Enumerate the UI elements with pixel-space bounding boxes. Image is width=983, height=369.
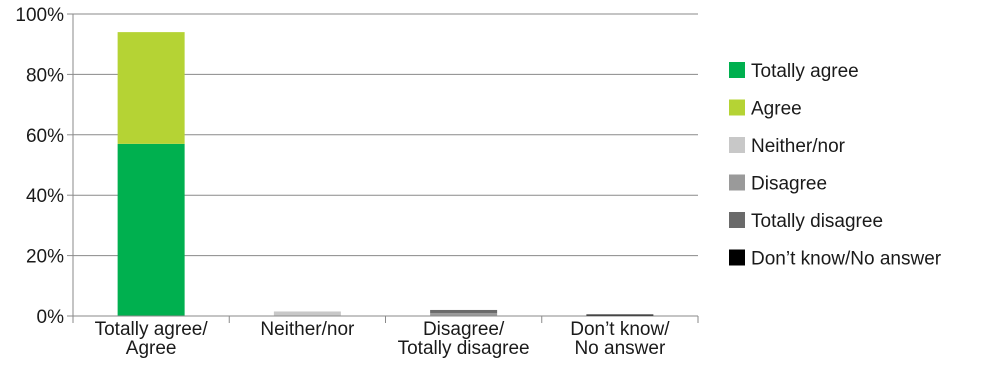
y-tick-label: 80% — [26, 65, 64, 86]
axes — [67, 13, 699, 323]
legend-swatch — [729, 249, 745, 266]
y-tick-label: 20% — [26, 247, 64, 268]
legend-label: Agree — [751, 99, 802, 120]
bar-segment — [117, 143, 185, 316]
bar-segment — [430, 309, 498, 313]
x-category-label: Totally disagree — [398, 338, 530, 359]
y-tick-label: 60% — [26, 126, 64, 147]
x-category-label: Agree — [126, 338, 177, 359]
legend-swatch — [729, 212, 745, 228]
legend-label: Don’t know/No answer — [751, 249, 942, 270]
bar-segment — [430, 312, 498, 316]
y-axis-tick-labels: 0% 20% 40% 60% 80% 100% — [15, 5, 64, 328]
x-category-label: Neither/nor — [260, 319, 355, 340]
x-axis-category-labels: Totally agree/Agree Neither/nor Disagree/T… — [95, 319, 671, 359]
legend: Totally agree Agree Neither/nor Disagree Tot… — [729, 61, 942, 270]
legend-label: Neither/nor — [751, 136, 846, 157]
x-category-label: No answer — [574, 338, 665, 359]
y-tick-label: 0% — [37, 307, 65, 328]
legend-swatch — [729, 137, 745, 153]
x-category-label: Disagree/ — [423, 319, 505, 340]
y-tick-label: 40% — [26, 186, 64, 207]
legend-swatch — [729, 174, 745, 191]
bars — [117, 32, 654, 316]
legend-swatch — [729, 99, 745, 116]
legend-swatch — [729, 62, 745, 78]
legend-label: Totally agree — [751, 61, 859, 82]
x-category-label: Totally agree/ — [95, 319, 209, 340]
bar-segment — [273, 311, 341, 316]
y-tick-label: 100% — [15, 5, 64, 26]
bar-segment — [586, 314, 654, 316]
bar-segment — [117, 32, 185, 144]
legend-label: Disagree — [751, 174, 827, 195]
legend-label: Totally disagree — [751, 211, 883, 232]
x-category-label: Don’t know/ — [570, 319, 670, 340]
